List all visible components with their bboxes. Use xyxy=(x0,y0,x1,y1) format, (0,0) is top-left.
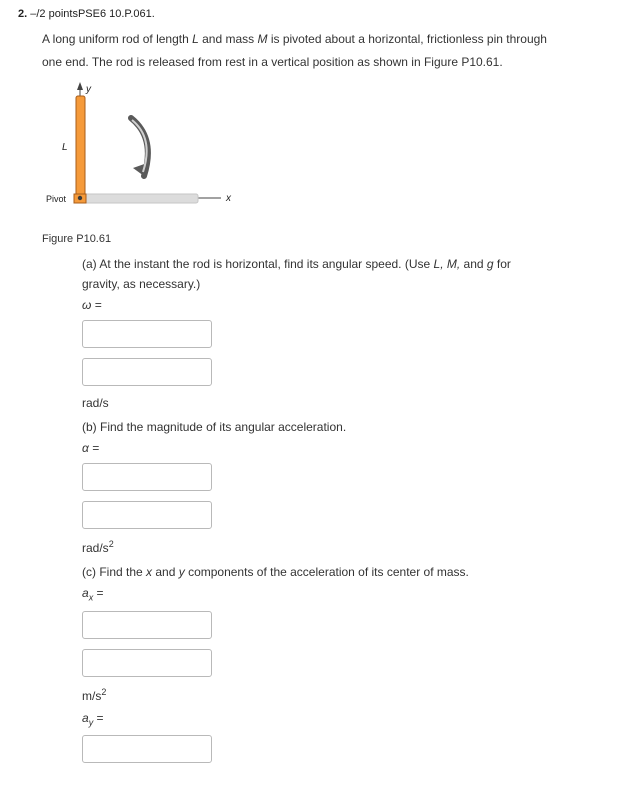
ay-eq: = xyxy=(93,711,103,725)
pivot-label: Pivot xyxy=(46,194,67,204)
alpha-label: α = xyxy=(82,441,617,455)
part-c-ax-input-2[interactable] xyxy=(82,649,212,677)
part-c-ax-input-1[interactable] xyxy=(82,611,212,639)
ay-label: ay = xyxy=(82,711,617,727)
part-c-post: components of the acceleration of its ce… xyxy=(185,565,469,579)
y-axis-label: y xyxy=(85,84,92,95)
part-a-vars: L, M, xyxy=(434,257,461,271)
unit-sup: 2 xyxy=(109,539,114,549)
part-a-mid: and xyxy=(460,257,487,271)
parts-container: (a) At the instant the rod is horizontal… xyxy=(82,255,617,763)
question-number: 2. xyxy=(18,8,27,20)
part-c-pre: (c) Find the xyxy=(82,565,146,579)
unit-sup: 2 xyxy=(101,687,106,697)
ay-a: a xyxy=(82,711,89,725)
prompt-text: is pivoted about a horizontal, frictionl… xyxy=(267,32,547,46)
part-a-unit: rad/s xyxy=(82,396,617,410)
unit-text: m/s xyxy=(82,689,101,703)
ax-a: a xyxy=(82,586,89,600)
part-a-pre: (a) At the instant the rod is horizontal… xyxy=(82,257,434,271)
omega-label: ω = xyxy=(82,298,617,312)
part-c-mid: and xyxy=(152,565,179,579)
figure-svg: y x L Pivot xyxy=(46,78,246,228)
prompt-line-2: one end. The rod is released from rest i… xyxy=(42,53,617,72)
part-a-text: (a) At the instant the rod is horizontal… xyxy=(82,255,617,274)
question-container: 2. –/2 pointsPSE6 10.P.061. A long unifo… xyxy=(0,0,635,791)
x-axis-label: x xyxy=(225,193,232,204)
part-c-unit: m/s2 xyxy=(82,687,617,703)
prompt-text: A long uniform rod of length xyxy=(42,32,192,46)
prompt-text: and mass xyxy=(199,32,258,46)
part-a-g: g xyxy=(487,257,494,271)
part-a-text-2: gravity, as necessary.) xyxy=(82,275,617,294)
part-b-unit: rad/s2 xyxy=(82,539,617,555)
question-points: –/2 points xyxy=(30,8,78,20)
prompt-var-l: L xyxy=(192,32,199,46)
figure: y x L Pivot xyxy=(46,78,617,231)
question-header: 2. –/2 pointsPSE6 10.P.061. xyxy=(18,8,617,20)
part-c-ay-input-1[interactable] xyxy=(82,735,212,763)
part-b-text: (b) Find the magnitude of its angular ac… xyxy=(82,418,617,437)
part-a-post: for xyxy=(494,257,511,271)
part-a-input-1[interactable] xyxy=(82,320,212,348)
unit-text: rad/s xyxy=(82,541,109,555)
ax-label: ax = xyxy=(82,586,617,602)
part-b-input-2[interactable] xyxy=(82,501,212,529)
figure-caption: Figure P10.61 xyxy=(42,233,617,245)
part-a-input-2[interactable] xyxy=(82,358,212,386)
prompt-var-m: M xyxy=(257,32,267,46)
prompt-line-1: A long uniform rod of length L and mass … xyxy=(42,30,617,49)
question-ref: PSE6 10.P.061. xyxy=(78,8,155,20)
part-c-text: (c) Find the x and y components of the a… xyxy=(82,563,617,582)
length-label: L xyxy=(62,142,68,153)
part-b-input-1[interactable] xyxy=(82,463,212,491)
ax-eq: = xyxy=(93,586,103,600)
